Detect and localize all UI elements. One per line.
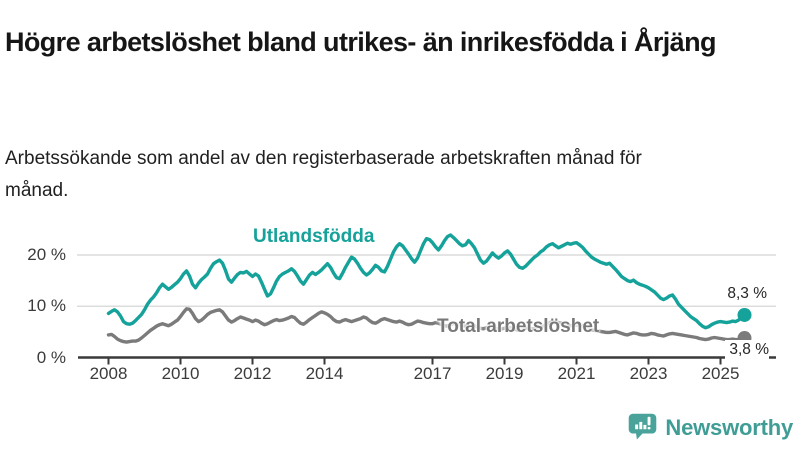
newsworthy-chart-bubble-icon bbox=[627, 411, 658, 444]
newsworthy-logo-text: Newsworthy bbox=[665, 414, 793, 440]
page-title: Högre arbetslöshet bland utrikes- än inr… bbox=[5, 27, 716, 58]
x-tick-label: 2019 bbox=[485, 364, 524, 383]
series-end-dot-0 bbox=[737, 307, 752, 322]
series-line-1 bbox=[106, 307, 747, 344]
y-tick-label: 0 % bbox=[36, 347, 66, 367]
end-value-label-utlandsfodda: 8,3 % bbox=[727, 285, 767, 302]
end-value-label-total: 3,8 % bbox=[725, 340, 769, 359]
x-tick-label: 2008 bbox=[89, 364, 128, 383]
x-tick-label: 2017 bbox=[413, 364, 452, 383]
x-tick-label: 2012 bbox=[233, 364, 272, 383]
series-label-total-arbetsloshet: Total arbetslöshet bbox=[437, 316, 600, 337]
x-tick-label: 2010 bbox=[161, 364, 200, 383]
x-tick-label: 2014 bbox=[305, 364, 344, 383]
x-tick-label: 2023 bbox=[629, 364, 668, 383]
x-tick-label: 2021 bbox=[557, 364, 596, 383]
newsworthy-logo[interactable]: Newsworthy bbox=[627, 411, 793, 444]
page-subtitle: Arbetssökande som andel av den registerb… bbox=[5, 148, 642, 201]
series-line-0 bbox=[106, 233, 747, 330]
y-tick-label: 20 % bbox=[27, 245, 66, 264]
x-tick-label: 2025 bbox=[701, 364, 740, 383]
series-label-utlandsfodda: Utlandsfödda bbox=[253, 226, 375, 247]
y-tick-label: 10 % bbox=[27, 296, 66, 316]
